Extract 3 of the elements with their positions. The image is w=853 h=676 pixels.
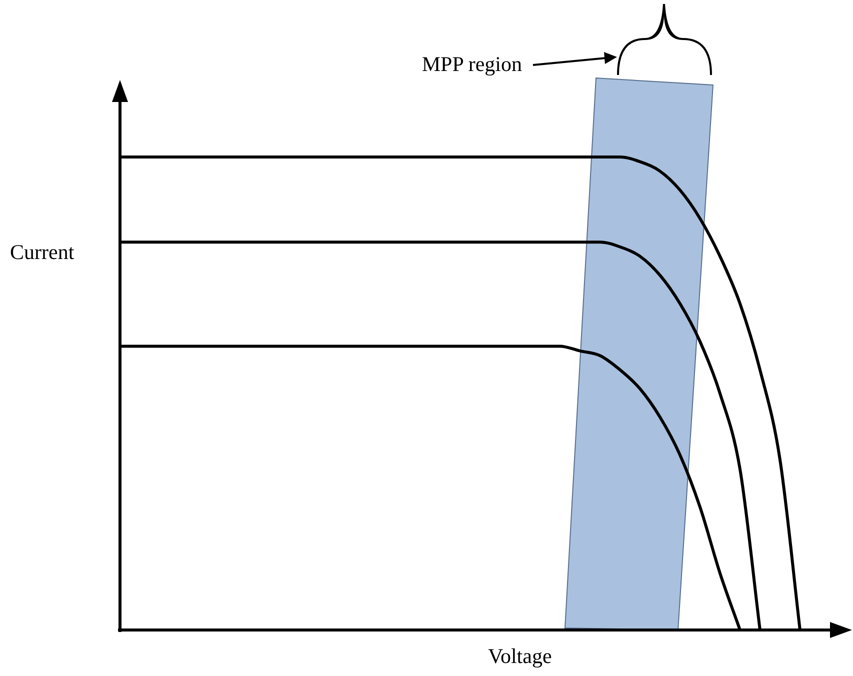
y-axis-title: Current: [10, 240, 74, 265]
text: MPP region: [422, 52, 522, 77]
x-axis-title: Voltage: [488, 644, 552, 669]
